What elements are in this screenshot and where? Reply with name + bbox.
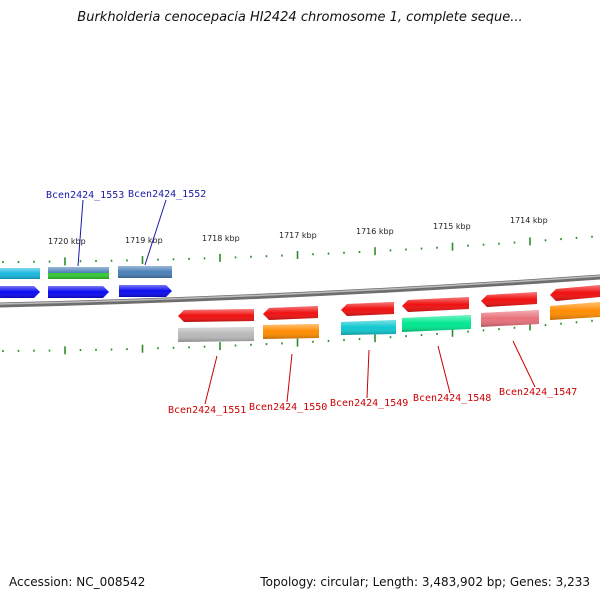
gene-label-1552[interactable]: Bcen2424_1552 bbox=[128, 189, 206, 200]
tick-label-1719: 1719 kbp bbox=[125, 236, 163, 245]
features-lower[interactable] bbox=[178, 285, 600, 342]
gene-label-1547[interactable]: Bcen2424_1547 bbox=[499, 387, 577, 398]
tick-label-1716: 1716 kbp bbox=[356, 227, 394, 236]
tick-label-1720: 1720 kbp bbox=[48, 237, 86, 246]
gene-label-1549[interactable]: Bcen2424_1549 bbox=[330, 398, 408, 409]
label-leaders bbox=[77, 199, 536, 405]
tick-label-1715: 1715 kbp bbox=[433, 222, 471, 231]
gene-label-1548[interactable]: Bcen2424_1548 bbox=[413, 393, 491, 404]
scale-ticks-lower bbox=[2, 319, 593, 355]
gene-labels-bottom: Bcen2424_1551 Bcen2424_1550 Bcen2424_154… bbox=[168, 387, 577, 416]
scale-labels: 1720 kbp 1719 kbp 1718 kbp 1717 kbp 1716… bbox=[48, 216, 548, 246]
map-title: Burkholderia cenocepacia HI2424 chromoso… bbox=[77, 10, 523, 25]
tick-label-1714: 1714 kbp bbox=[510, 216, 548, 225]
chromosome-backbone bbox=[0, 274, 600, 308]
features-upper-left[interactable] bbox=[0, 266, 172, 298]
gene-labels-top: Bcen2424_1553 Bcen2424_1552 bbox=[46, 189, 206, 201]
tick-label-1717: 1717 kbp bbox=[279, 231, 317, 240]
accession-text: Accession: NC_008542 bbox=[9, 575, 146, 589]
gene-label-1551[interactable]: Bcen2424_1551 bbox=[168, 405, 246, 416]
gene-label-1553[interactable]: Bcen2424_1553 bbox=[46, 190, 124, 201]
scale-ticks-upper bbox=[2, 235, 593, 266]
gene-label-1550[interactable]: Bcen2424_1550 bbox=[249, 402, 327, 413]
topology-text: Topology: circular; Length: 3,483,902 bp… bbox=[260, 575, 590, 589]
tick-label-1718: 1718 kbp bbox=[202, 234, 240, 243]
